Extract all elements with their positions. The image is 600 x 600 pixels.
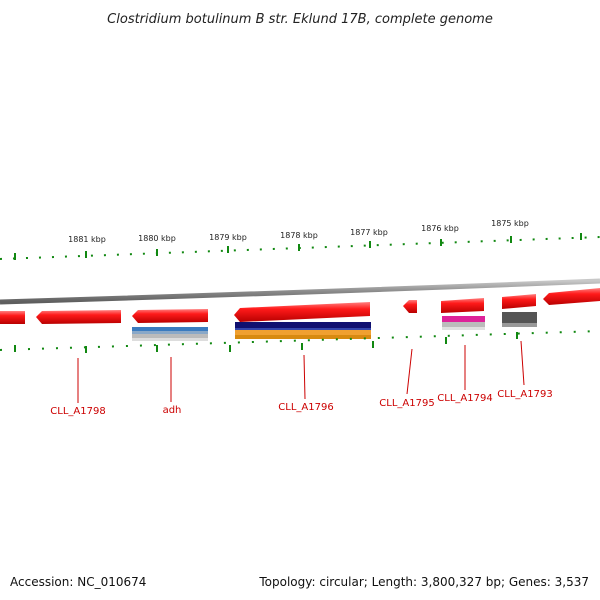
map-title: Clostridium botulinum B str. Eklund 17B,… bbox=[107, 12, 493, 27]
tick-label: 1880 kbp bbox=[138, 234, 176, 243]
CLL_A1794-track-grey bbox=[442, 322, 485, 327]
outer-tick-ring bbox=[0, 233, 600, 260]
tick-label: 1877 kbp bbox=[350, 228, 388, 237]
gene-label: CLL_A1794 bbox=[437, 393, 492, 404]
gene-label: CLL_A1795 bbox=[379, 398, 434, 409]
gene-arrow-next bbox=[543, 288, 600, 305]
CLL_A1793-track-darkgrey bbox=[502, 312, 537, 323]
gene-label: CLL_A1793 bbox=[497, 389, 552, 400]
tick-label: 1879 kbp bbox=[209, 233, 247, 242]
adh-track-lightgrey bbox=[132, 338, 208, 341]
genome-summary-text: Topology: circular; Length: 3,800,327 bp… bbox=[258, 575, 589, 589]
forward-strand-genes bbox=[234, 288, 600, 322]
CLL_A1794-track-magenta bbox=[442, 316, 485, 322]
gene-label-leaders bbox=[77, 340, 525, 403]
adh-track-grey bbox=[132, 334, 208, 338]
tick-label: 1875 kbp bbox=[491, 219, 529, 228]
gene-arrow-CLL_A1798 bbox=[36, 310, 121, 324]
gene-arrow-CLL_A1796 bbox=[234, 302, 370, 322]
CLL_A1794-track-lightgrey bbox=[442, 327, 485, 330]
inner-tick-ring bbox=[0, 330, 600, 353]
gene-arrow-CLL_A1795 bbox=[403, 300, 417, 313]
CLL_A1796-track-orange bbox=[235, 330, 371, 335]
tick-label: 1881 kbp bbox=[68, 235, 106, 244]
CLL_A1796-track-darkorange bbox=[235, 335, 371, 339]
genome-backbone bbox=[0, 278, 600, 305]
tick-label: 1878 kbp bbox=[280, 231, 318, 240]
feature-tracks bbox=[132, 312, 537, 341]
tick-label: 1876 kbp bbox=[421, 224, 459, 233]
gene-arrow-CLL_A1793 bbox=[502, 294, 536, 309]
gene-labels: CLL_A1798 adh CLL_A1796 CLL_A1795 CLL_A1… bbox=[50, 389, 552, 417]
gene-label: CLL_A1798 bbox=[50, 406, 105, 417]
gene-label: adh bbox=[163, 405, 182, 416]
adh-track-blue bbox=[132, 327, 208, 331]
adh-track-lightblue bbox=[132, 331, 208, 334]
CLL_A1793-track-midgrey bbox=[502, 323, 537, 327]
gene-label: CLL_A1796 bbox=[278, 402, 333, 413]
CLL_A1796-track-blue bbox=[235, 328, 371, 330]
gene-arrow-left-edge bbox=[0, 311, 25, 324]
accession-text: Accession: NC_010674 bbox=[10, 575, 146, 589]
CLL_A1796-track-navy bbox=[235, 322, 371, 328]
gene-arrow-CLL_A1794 bbox=[441, 298, 484, 313]
reverse-strand-genes bbox=[0, 309, 208, 324]
tick-labels: 1881 kbp 1880 kbp 1879 kbp 1878 kbp 1877… bbox=[68, 219, 529, 244]
gene-arrow-adh bbox=[132, 309, 208, 323]
